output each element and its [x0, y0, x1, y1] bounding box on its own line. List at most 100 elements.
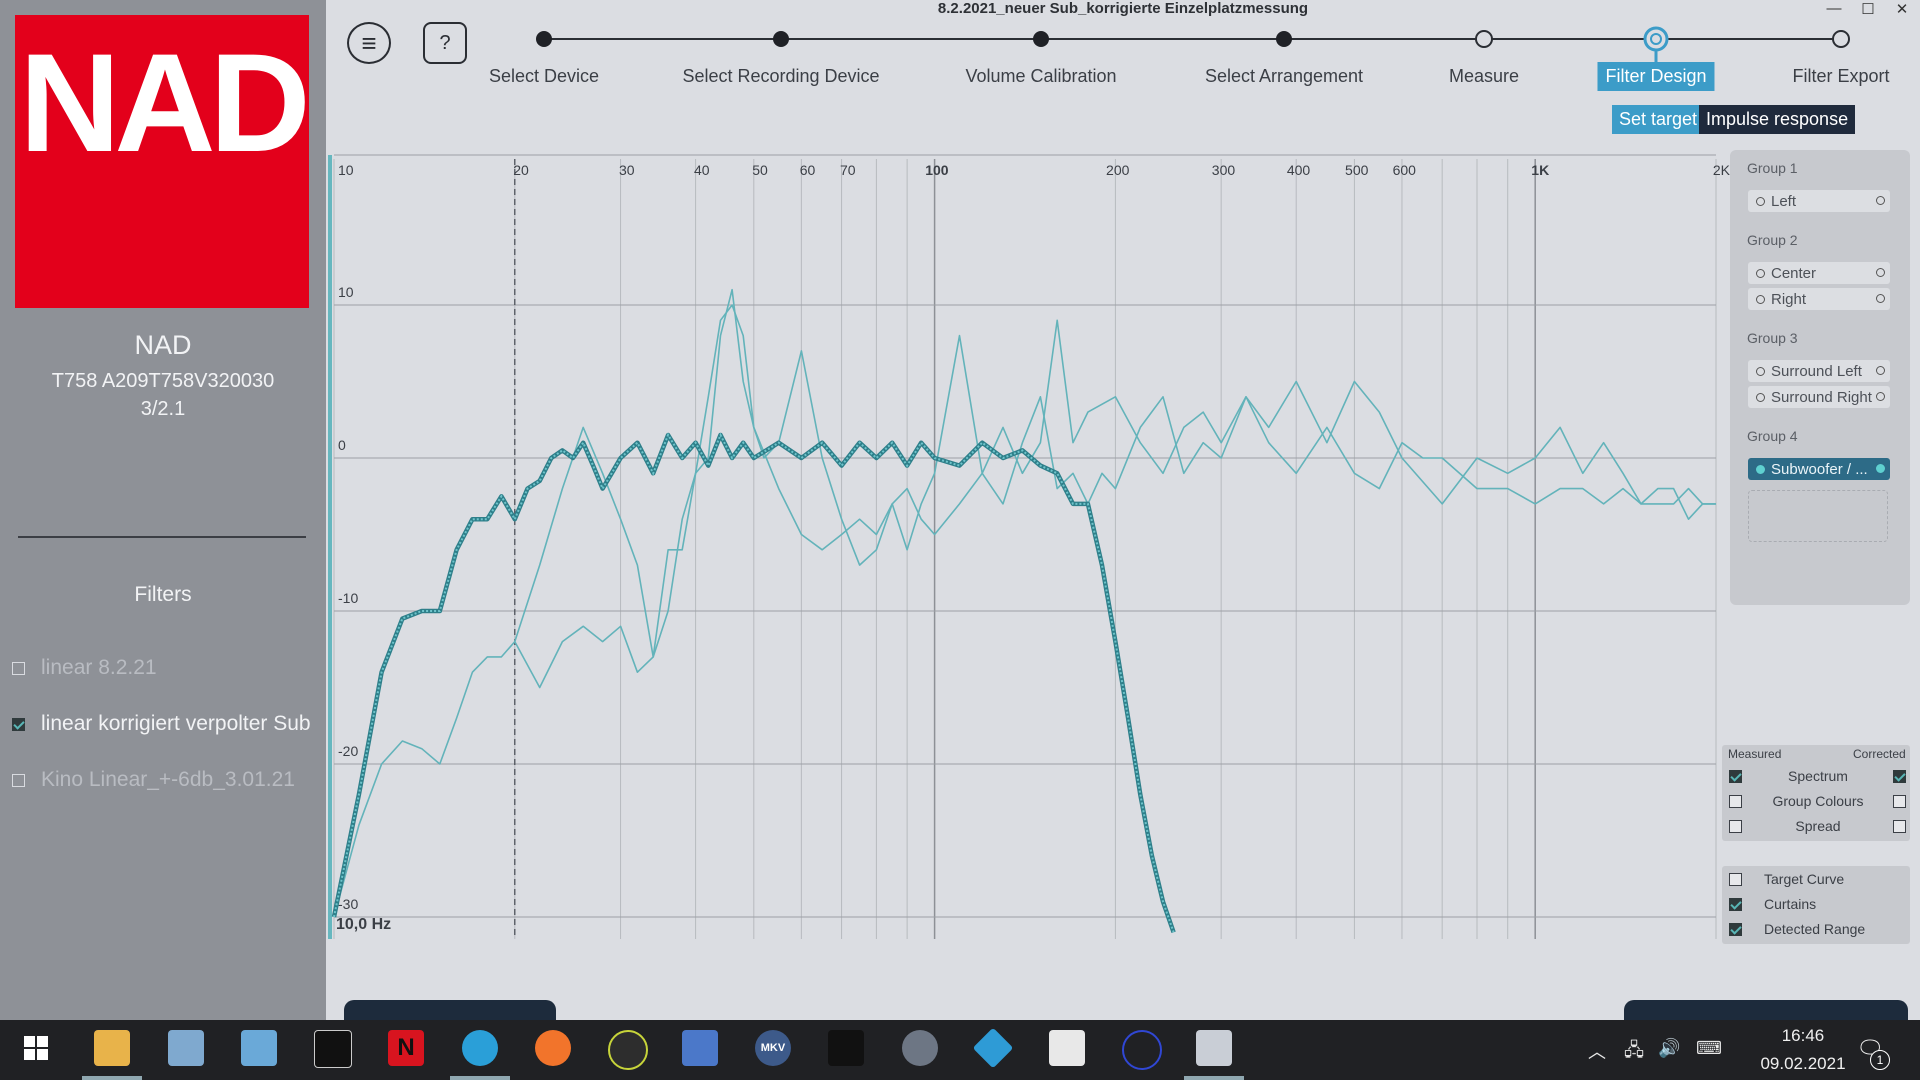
x-tick-label: 100: [925, 162, 949, 178]
x-tick-label: 70: [840, 162, 856, 178]
wizard-step-label[interactable]: Volume Calibration: [965, 66, 1117, 86]
y-tick-label: 10: [338, 284, 354, 300]
tab-set-target[interactable]: Set target: [1612, 105, 1705, 134]
maximize-button[interactable]: ☐: [1861, 1, 1875, 18]
network-icon[interactable]: 🖧: [1624, 1040, 1645, 1060]
channel-label: Subwoofer / ...: [1771, 460, 1868, 478]
x-tick-label: 600: [1393, 162, 1417, 178]
curve-option-label: Detected Range: [1764, 921, 1866, 937]
filter-checkbox[interactable]: [12, 661, 25, 675]
clock-date[interactable]: 09.02.2021: [1760, 1054, 1846, 1073]
filter-label: linear 8.2.21: [41, 656, 157, 679]
group-title: Group 2: [1747, 232, 1798, 248]
x-tick-label: 300: [1212, 162, 1236, 178]
filter-checkbox[interactable]: [12, 773, 25, 787]
frequency-response-chart[interactable]: 10 20 30 40 50 60 70 100 200 300 400 500 600 1K 2K100-…: [326, 145, 1730, 945]
wizard-step-label[interactable]: Select Device: [488, 66, 600, 86]
measured-checkbox[interactable]: [1729, 820, 1742, 833]
corrected-header: Corrected: [1853, 747, 1906, 761]
terminal-icon[interactable]: [314, 1030, 352, 1068]
wizard-step-label[interactable]: Select Recording Device: [682, 66, 880, 86]
filter-item[interactable]: linear korrigiert verpolter Sub: [10, 709, 326, 739]
channel-radio-icon[interactable]: [1756, 196, 1765, 206]
tidal-icon[interactable]: [828, 1030, 864, 1066]
wizard-step-label[interactable]: Measure: [1448, 66, 1520, 86]
wizard-step-dot[interactable]: [1033, 31, 1049, 47]
clock-time[interactable]: 16:46: [1781, 1026, 1825, 1045]
cursor-readout: 10,0 Hz: [336, 916, 391, 933]
channel-radio-icon[interactable]: [1756, 294, 1765, 304]
filter-checkbox[interactable]: [12, 717, 25, 731]
y-tick-label: -20: [338, 743, 358, 759]
start-icon[interactable]: [18, 1030, 54, 1066]
filter-item[interactable]: linear 8.2.21: [10, 653, 326, 683]
corrected-checkbox[interactable]: [1893, 820, 1906, 833]
corrected-checkbox[interactable]: [1893, 770, 1906, 783]
file-explorer-icon[interactable]: [94, 1030, 130, 1066]
wizard-step-dot[interactable]: [1832, 30, 1850, 48]
curve-checkbox[interactable]: [1729, 873, 1742, 886]
help-button[interactable]: ?: [423, 22, 467, 64]
netflix-icon[interactable]: N: [388, 1030, 424, 1066]
empty-group-slot[interactable]: [1748, 490, 1888, 542]
curve-checkbox[interactable]: [1729, 923, 1742, 936]
device-name: NAD: [134, 330, 192, 360]
wizard-step-dot[interactable]: [773, 31, 789, 47]
channel-item[interactable]: Right: [1748, 288, 1890, 310]
x-tick-label: 400: [1287, 162, 1311, 178]
channel-radio-icon[interactable]: [1756, 366, 1765, 376]
channel-status-icon: [1876, 294, 1885, 303]
wizard-step-label[interactable]: Filter Design: [1597, 62, 1715, 91]
volume-icon[interactable]: 🔊: [1658, 1038, 1681, 1058]
filter-item[interactable]: Kino Linear_+-6db_3.01.21: [10, 765, 326, 795]
control-panel-icon[interactable]: [241, 1030, 277, 1066]
taskbar-running-indicator: [1184, 1076, 1244, 1080]
wizard-step-dot[interactable]: [536, 31, 552, 47]
xbmc-icon[interactable]: [608, 1030, 648, 1070]
channel-radio-icon[interactable]: [1756, 268, 1765, 278]
channel-item[interactable]: Surround Right: [1748, 386, 1890, 408]
dirac-icon[interactable]: [462, 1030, 498, 1066]
window-title: 8.2.2021_neuer Sub_korrigierte Einzelpla…: [937, 0, 1309, 17]
wizard-step-dot[interactable]: [1276, 31, 1292, 47]
bottom-left-tab[interactable]: [344, 1000, 556, 1020]
channel-item[interactable]: Left: [1748, 190, 1890, 212]
tab-impulse-response[interactable]: Impulse response: [1699, 105, 1856, 134]
x-tick-label: 40: [694, 162, 710, 178]
scanner-icon[interactable]: [1196, 1030, 1232, 1066]
audio-tool-icon[interactable]: [902, 1030, 938, 1066]
corrected-checkbox[interactable]: [1893, 795, 1906, 808]
channel-radio-icon[interactable]: [1756, 392, 1765, 402]
mediathek-icon[interactable]: [1049, 1030, 1085, 1066]
y-tick-label: -10: [338, 590, 358, 606]
disney-plus-icon[interactable]: [1122, 1030, 1162, 1070]
minimize-button[interactable]: —: [1826, 0, 1842, 17]
x-tick-label: 30: [619, 162, 635, 178]
firefox-icon[interactable]: [535, 1030, 571, 1066]
wizard-step-label[interactable]: Filter Export: [1792, 66, 1890, 86]
channel-item[interactable]: Surround Left: [1748, 360, 1890, 382]
close-button[interactable]: ✕: [1895, 1, 1909, 18]
mkvtoolnix-icon[interactable]: MKV: [755, 1030, 791, 1066]
bottom-right-tab[interactable]: [1624, 1000, 1908, 1020]
menu-button[interactable]: ≡: [347, 22, 391, 64]
curve-checkbox[interactable]: [1729, 898, 1742, 911]
remote-desktop-icon[interactable]: [682, 1030, 718, 1066]
x-tick-label: 60: [800, 162, 816, 178]
this-pc-icon[interactable]: [168, 1030, 204, 1066]
chart-background: [326, 145, 1730, 945]
measured-checkbox[interactable]: [1729, 795, 1742, 808]
curve-options-panel: [1722, 866, 1910, 944]
wizard-step-dot[interactable]: [1475, 30, 1493, 48]
show-hidden-icons-icon[interactable]: ︿: [1588, 1042, 1606, 1062]
channel-item[interactable]: Center: [1748, 262, 1890, 284]
channel-radio-icon[interactable]: [1756, 464, 1765, 474]
wizard-step-label[interactable]: Select Arrangement: [1204, 66, 1364, 86]
channel-status-icon: [1876, 464, 1885, 473]
keyboard-icon[interactable]: ⌨: [1696, 1038, 1722, 1058]
measured-checkbox[interactable]: [1729, 770, 1742, 783]
channel-status-icon: [1876, 268, 1885, 277]
x-tick-label: 20: [513, 162, 529, 178]
channel-item[interactable]: Subwoofer / ...: [1748, 458, 1890, 480]
measured-response-line: [333, 304, 1716, 918]
